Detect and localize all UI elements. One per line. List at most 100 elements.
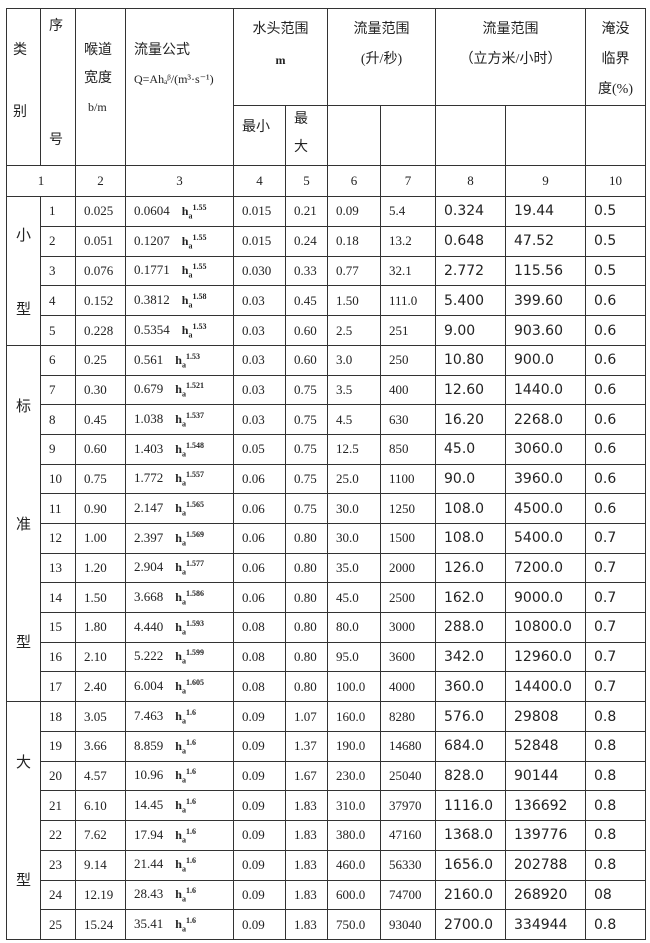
formula-subscript: a <box>188 300 193 310</box>
formula-subscript: a <box>181 716 186 726</box>
table-row: 20 4.57 10.96 ha1.6 0.09 1.67 230.0 25040 828.0 9… <box>7 760 647 792</box>
formula-exponent: 1.537 <box>185 410 204 420</box>
submergence-cell: 0.7 <box>585 671 647 703</box>
seq-cell: 23 <box>40 849 76 881</box>
head-min-cell: 0.06 <box>233 552 286 584</box>
head-min-cell: 0.06 <box>233 582 286 614</box>
table-row: 17 2.40 6.004 ha1.605 0.08 0.80 100.0 4000 360.0… <box>7 671 647 703</box>
seq-cell: 15 <box>40 612 76 643</box>
flow-ls-max-cell: 400 <box>380 374 436 406</box>
header-text: 大 <box>294 140 308 155</box>
formula-cell: 0.0604 ha1.55 <box>125 196 234 227</box>
flow-m3h-min-cell: 828.0 <box>435 760 506 792</box>
flow-ls-min-cell: 45.0 <box>327 582 381 614</box>
head-min-cell: 0.03 <box>233 315 286 346</box>
flow-m3h-max-cell: 52848 <box>504 730 587 762</box>
formula-variable: ha1.557 <box>175 470 204 488</box>
flow-m3h-min-cell: 10.80 <box>435 345 506 376</box>
head-max-cell: 1.83 <box>285 909 328 940</box>
flow-ls-min-cell: 310.0 <box>327 790 381 822</box>
seq-cell: 24 <box>40 879 76 911</box>
flow-m3h-min-cell: 2160.0 <box>435 879 506 911</box>
header-flow-ls: 流量范围 (升/秒) <box>327 8 436 106</box>
formula-subscript: a <box>181 805 186 815</box>
formula-exponent: 1.6 <box>185 886 196 896</box>
category-char: 型 <box>15 301 31 318</box>
table-row: 9 0.60 1.403 ha1.548 0.05 0.75 12.5 850 45.0 3060… <box>7 434 647 465</box>
formula-coefficient: 0.3812 <box>134 292 170 308</box>
header-text: m <box>275 53 286 67</box>
formula-subscript: a <box>181 835 186 845</box>
formula-cell: 5.222 ha1.599 <box>125 641 234 673</box>
flow-ls-max-cell: 37970 <box>380 790 436 822</box>
formula-coefficient: 8.859 <box>134 737 164 753</box>
flow-ls-min-cell: 0.09 <box>327 196 381 227</box>
submergence-cell: 0.7 <box>585 612 647 643</box>
formula-cell: 0.5354 ha1.53 <box>125 315 234 346</box>
flow-m3h-max-cell: 7200.0 <box>504 552 587 584</box>
formula-exponent: 1.599 <box>185 648 204 658</box>
table-row: 19 3.66 8.859 ha1.6 0.09 1.37 190.0 14680 684.0 5… <box>7 730 647 762</box>
flow-ls-min-cell: 3.0 <box>327 345 381 376</box>
formula-cell: 4.440 ha1.593 <box>125 612 234 643</box>
flow-m3h-max-cell: 399.60 <box>504 285 587 317</box>
header-text: 最 <box>294 112 308 127</box>
throat-width-cell: 2.40 <box>75 671 126 703</box>
seq-cell: 21 <box>40 790 76 822</box>
formula-exponent: 1.53 <box>185 351 200 361</box>
category-label: 标准型 <box>8 347 40 701</box>
formula-exponent: 1.593 <box>185 618 204 628</box>
flow-m3h-max-cell: 115.56 <box>504 255 587 287</box>
formula-subscript: a <box>181 419 186 429</box>
formula-subscript: a <box>188 240 193 250</box>
submergence-cell: 0.7 <box>585 523 647 554</box>
flow-m3h-min-cell: 0.648 <box>435 225 506 257</box>
head-max-cell: 0.80 <box>285 612 328 643</box>
header-text: 流量范围 <box>353 22 410 37</box>
head-min-cell: 0.03 <box>233 285 286 317</box>
flow-m3h-min-cell: 90.0 <box>435 463 506 495</box>
head-min-cell: 0.08 <box>233 612 286 643</box>
formula-exponent: 1.53 <box>192 321 207 331</box>
flow-m3h-min-cell: 2.772 <box>435 255 506 287</box>
throat-width-cell: 7.62 <box>75 820 126 851</box>
head-min-cell: 0.09 <box>233 849 286 881</box>
flow-m3h-max-cell: 1440.0 <box>504 374 587 406</box>
formula-coefficient: 1.038 <box>134 410 164 426</box>
formula-subscript: a <box>181 864 186 874</box>
submergence-cell: 0.5 <box>585 196 647 227</box>
formula-exponent: 1.548 <box>185 440 204 450</box>
header-text: (升/秒) <box>360 52 403 67</box>
seq-cell: 22 <box>40 820 76 851</box>
flow-ls-max-cell: 1500 <box>380 523 436 554</box>
flow-m3h-max-cell: 334944 <box>504 909 587 940</box>
empty-cell <box>504 105 587 166</box>
formula-variable: ha1.569 <box>175 529 204 548</box>
flow-m3h-max-cell: 90144 <box>504 760 587 792</box>
formula-variable: ha1.6 <box>175 707 196 726</box>
column-number: 1 <box>6 165 76 197</box>
head-max-cell: 0.75 <box>285 493 328 525</box>
flow-m3h-min-cell: 45.0 <box>435 434 506 465</box>
formula-cell: 10.96 ha1.6 <box>125 760 234 792</box>
submergence-cell: 0.7 <box>585 641 647 673</box>
column-number: 6 <box>327 165 381 197</box>
submergence-cell: 0.6 <box>585 493 647 525</box>
head-min-cell: 0.030 <box>233 255 286 287</box>
flow-ls-max-cell: 2500 <box>380 582 436 614</box>
flow-m3h-max-cell: 29808 <box>504 701 587 732</box>
header-category: 类 别 <box>6 8 41 166</box>
formula-cell: 1.772 ha1.557 <box>125 463 234 495</box>
category-char: 型 <box>15 635 31 652</box>
empty-cell <box>435 105 506 166</box>
head-max-cell: 0.45 <box>285 285 328 317</box>
flow-m3h-max-cell: 903.60 <box>504 315 587 346</box>
throat-width-cell: 0.90 <box>75 493 126 525</box>
flow-ls-max-cell: 630 <box>380 404 436 436</box>
seq-cell: 20 <box>40 760 76 792</box>
table-row: 11 0.90 2.147 ha1.565 0.06 0.75 30.0 1250 108.0 4… <box>7 493 647 525</box>
formula-subscript: a <box>181 538 186 548</box>
formula-subscript: a <box>181 508 186 518</box>
flow-m3h-max-cell: 47.52 <box>504 225 587 257</box>
formula-cell: 8.859 ha1.6 <box>125 730 234 762</box>
